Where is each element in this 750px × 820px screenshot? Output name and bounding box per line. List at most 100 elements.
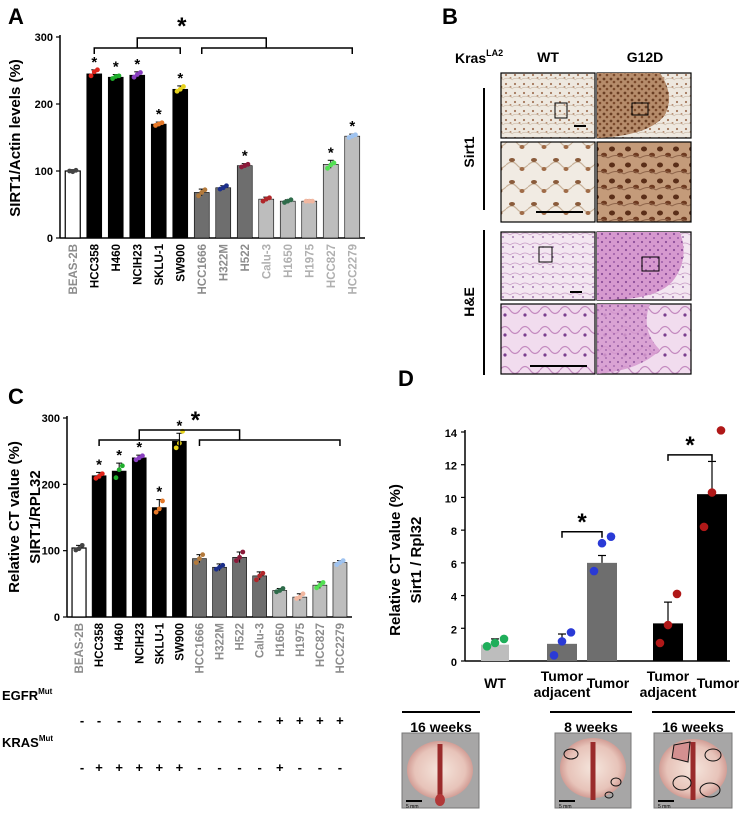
y-tick-label: 4 <box>451 592 458 604</box>
data-point <box>499 634 509 644</box>
kras-status: - <box>237 760 241 775</box>
category-label: H322M <box>215 623 227 660</box>
data-point <box>193 560 199 566</box>
chart-a: 0 100 200 300 BEAS-2B * HCC358 * H460 * NCIH23 * SKL… <box>7 13 365 295</box>
y-tick-label: 200 <box>35 99 53 111</box>
bar <box>131 457 147 618</box>
significance-star: * <box>176 417 182 434</box>
category-label: NCIH23 <box>134 623 146 664</box>
y-tick-label: 12 <box>445 461 457 473</box>
scale-label: 5 mm <box>406 804 419 810</box>
data-point <box>707 488 717 497</box>
row-label-sirt1: Sirt1 <box>461 136 477 167</box>
bar <box>64 170 81 239</box>
data-point <box>320 580 326 585</box>
category-label: H1650 <box>275 623 287 657</box>
kras-status: - <box>217 760 221 775</box>
bar <box>344 135 361 239</box>
kras-status: + <box>176 760 184 775</box>
egfr-status: - <box>177 713 181 728</box>
data-point <box>200 552 206 558</box>
bar <box>91 475 107 618</box>
data-point <box>131 74 137 80</box>
he-wt-high <box>500 303 596 375</box>
bar <box>111 470 127 618</box>
data-point <box>140 453 145 459</box>
category-label: SKLU-1 <box>154 622 166 664</box>
bracket-right <box>201 47 353 54</box>
significance-star: * <box>91 54 97 71</box>
data-point <box>138 70 143 75</box>
kras-status: + <box>115 760 123 775</box>
category-label: NCIH23 <box>132 244 144 285</box>
data-point <box>197 556 202 562</box>
egfr-mut-label: EGFRMut <box>2 687 53 703</box>
bar <box>301 200 318 239</box>
bracket-left <box>93 47 181 54</box>
bar <box>322 164 339 239</box>
bar <box>152 507 167 618</box>
category-label: SKLU-1 <box>154 243 166 285</box>
data-point <box>113 475 119 481</box>
data-point <box>340 558 346 564</box>
data-point <box>202 187 208 193</box>
y-tick-label: 0 <box>54 612 60 624</box>
data-point <box>490 638 500 648</box>
chart-d: 0 2 4 6 8 10 12 14 Relative CT value (%) Sirt1 / … <box>387 426 740 735</box>
panel-label-a: A <box>8 4 24 29</box>
data-point <box>96 473 102 479</box>
egfr-status: - <box>157 713 161 728</box>
significance-star: * <box>242 148 248 165</box>
significance-star: * <box>156 484 162 501</box>
panel-label-b: B <box>442 4 458 29</box>
data-point <box>260 570 266 576</box>
egfr-status: - <box>117 713 121 728</box>
egfr-status: - <box>137 713 141 728</box>
data-point <box>156 506 162 512</box>
data-point <box>317 582 323 588</box>
y-tick-label: 300 <box>42 413 60 425</box>
category-label: Tumor <box>541 668 584 684</box>
category-label: HCC827 <box>315 623 327 667</box>
y-axis-title: Relative CT value (%) <box>387 484 404 636</box>
chart-c: 0 100 200 300 BEAS-2B * HCC358 * H460 * NCIH23 * SKL… <box>2 407 352 775</box>
category-label: HCC358 <box>94 622 106 667</box>
data-point <box>589 566 599 576</box>
y-tick-label: 300 <box>35 32 53 44</box>
category-label: H322M <box>218 244 230 281</box>
y-tick-label: 100 <box>35 166 53 178</box>
bar <box>312 584 328 618</box>
category-label: HCC2279 <box>347 244 359 295</box>
data-point <box>73 167 79 173</box>
lung-photo-8w: 5 mm <box>554 732 632 810</box>
significance-star: * <box>349 118 355 135</box>
data-point <box>220 562 226 568</box>
data-point <box>160 498 165 504</box>
data-point <box>672 589 682 599</box>
category-label: HCC827 <box>326 244 338 288</box>
kras-status: - <box>298 760 302 775</box>
bar <box>232 556 247 618</box>
data-point <box>199 190 205 195</box>
category-label: adjacent <box>534 684 591 700</box>
data-point <box>716 426 726 435</box>
data-point <box>79 542 85 548</box>
data-point <box>331 160 337 166</box>
data-point <box>119 463 125 469</box>
data-point <box>254 577 259 583</box>
kras-status: - <box>338 760 342 775</box>
bar <box>332 562 348 618</box>
bar <box>587 562 617 661</box>
panel-label-d: D <box>398 366 414 391</box>
category-label: H460 <box>111 244 123 272</box>
egfr-status: - <box>80 713 84 728</box>
kras-status: - <box>197 760 201 775</box>
bar <box>172 440 187 618</box>
group-label: 16 weeks <box>410 719 472 735</box>
category-label: H460 <box>114 623 126 651</box>
y-tick-label: 200 <box>42 479 60 491</box>
lung-photo-wt-16w: 5 mm <box>401 732 480 810</box>
category-label: BEAS-2B <box>74 623 86 673</box>
data-point <box>482 641 492 651</box>
